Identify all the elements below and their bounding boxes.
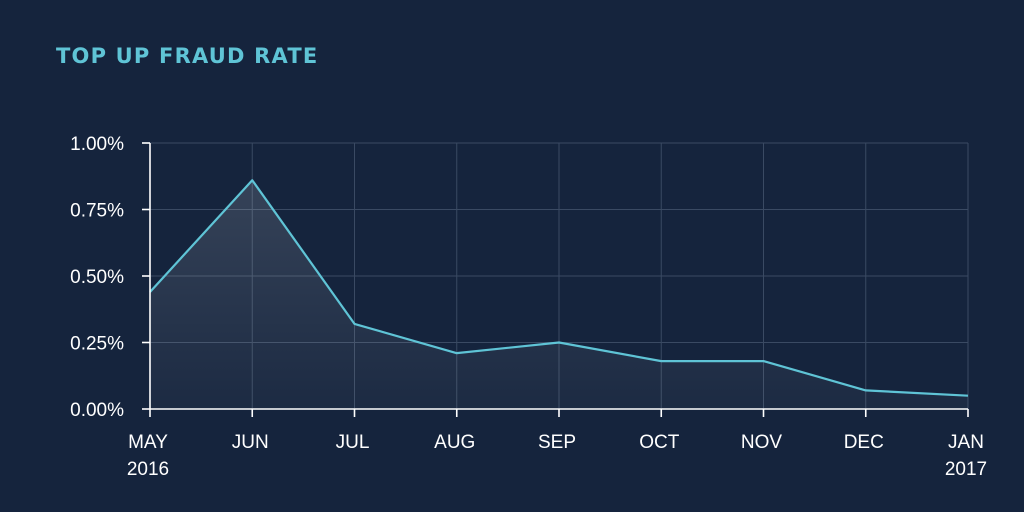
x-tick-label: 2016 xyxy=(127,459,169,480)
x-tick-label: DEC xyxy=(844,432,884,453)
x-tick-label: JAN xyxy=(948,432,984,453)
x-tick-label: NOV xyxy=(741,432,783,453)
x-tick-label: 2017 xyxy=(945,459,987,480)
x-tick-label: JUL xyxy=(336,432,370,453)
y-tick-label: 0.50% xyxy=(70,267,124,288)
chart-title: TOP UP FRAUD RATE xyxy=(56,44,319,68)
x-tick-label: JUN xyxy=(232,432,269,453)
y-tick-label: 1.00% xyxy=(70,134,124,155)
y-tick-label: 0.00% xyxy=(70,400,124,421)
x-tick-label: SEP xyxy=(538,432,576,453)
y-tick-label: 0.25% xyxy=(70,334,124,355)
x-tick-label: OCT xyxy=(639,432,680,453)
y-tick-label: 0.75% xyxy=(70,201,124,222)
x-tick-label: AUG xyxy=(434,432,475,453)
series-area xyxy=(150,180,968,409)
x-tick-label: MAY xyxy=(128,432,168,453)
